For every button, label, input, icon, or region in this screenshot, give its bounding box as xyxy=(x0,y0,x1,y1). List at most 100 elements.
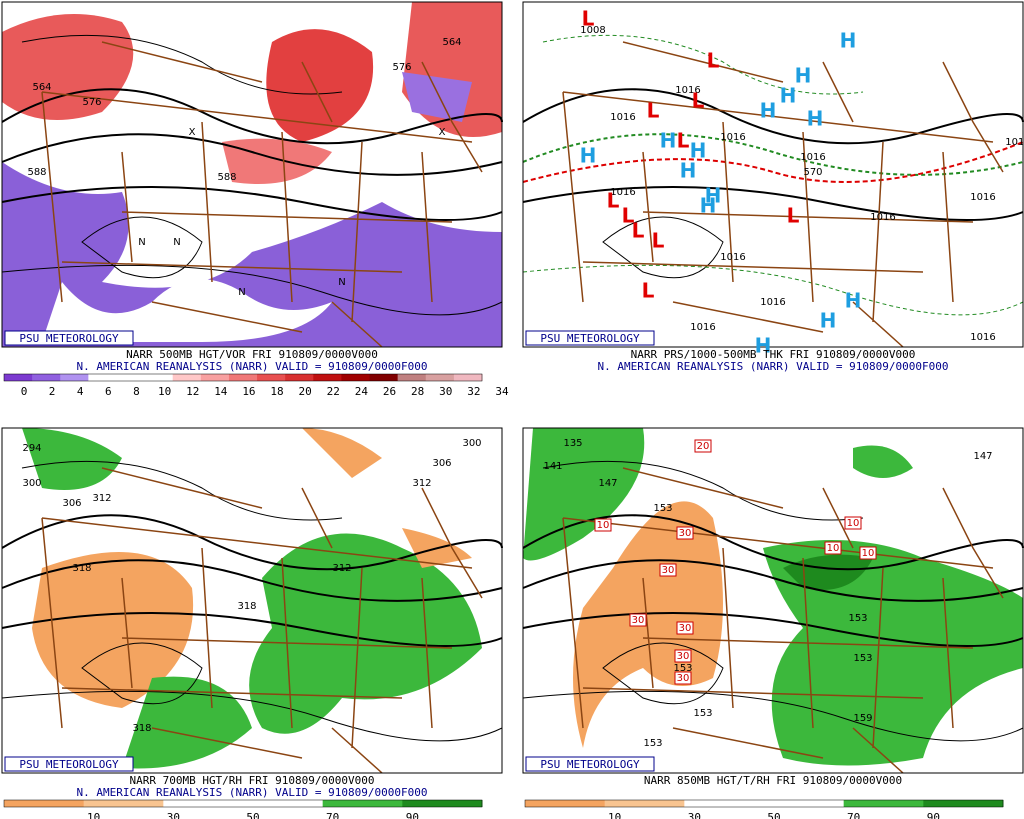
map-label: L xyxy=(692,89,705,113)
map-label: 159 xyxy=(853,713,872,724)
map-label: N xyxy=(173,237,180,248)
shaded-area xyxy=(853,445,913,478)
map-label: N xyxy=(138,237,145,248)
map-label: 1016 xyxy=(720,252,745,263)
contour-line xyxy=(1,186,503,221)
map-label: 306 xyxy=(62,498,81,509)
map-label: H xyxy=(820,309,837,333)
colorbar-segment xyxy=(425,374,455,381)
colorbar-segment xyxy=(402,800,483,807)
colorbar-segment xyxy=(60,374,89,381)
colorbar-segment xyxy=(369,374,399,381)
map-label: 1016 xyxy=(970,192,995,203)
panel-title: NARR 500MB HGT/VOR FRI 910809/0000V000 xyxy=(126,348,378,361)
map-label: 588 xyxy=(217,172,236,183)
shaded-area xyxy=(302,428,382,478)
colorbar-tick-label: 90 xyxy=(406,811,419,819)
label-box xyxy=(629,613,647,627)
map-label: H xyxy=(680,159,697,183)
colorbar-tick-label: 28 xyxy=(411,385,424,398)
label-box xyxy=(594,518,612,532)
map-label: 20 xyxy=(697,441,710,452)
state-borders xyxy=(562,467,1004,774)
map-label: 588 xyxy=(27,167,46,178)
panel-title: NARR 850MB HGT/T/RH FRI 910809/0000V000 xyxy=(644,774,902,787)
map-label: H xyxy=(760,99,777,123)
label-box xyxy=(859,546,877,560)
colorbar-segment xyxy=(4,374,33,381)
colorbar-tick-label: 50 xyxy=(246,811,259,819)
credit: PSU METEOROLOGY xyxy=(19,332,119,345)
colorbar-tick-label: 20 xyxy=(299,385,312,398)
map-label: H xyxy=(845,289,862,313)
colorbar-segment xyxy=(604,800,685,807)
contour-line xyxy=(1,690,503,742)
colorbar-tick-label: 70 xyxy=(326,811,339,819)
colorbar-segment xyxy=(453,374,483,381)
colorbar-segment xyxy=(923,800,1004,807)
map-label: H xyxy=(840,29,857,53)
shaded-area xyxy=(222,138,332,184)
colorbar-segment xyxy=(684,800,765,807)
colorbar-segment xyxy=(243,800,324,807)
colorbar-tick-label: 2 xyxy=(49,385,56,398)
contour-line xyxy=(1,514,503,571)
map-label: 10 xyxy=(847,518,860,529)
contour-line xyxy=(602,216,724,279)
colorbar-segment xyxy=(341,374,371,381)
colorbar-tick-label: 12 xyxy=(186,385,199,398)
map-label: H xyxy=(690,139,707,163)
colorbar-segment xyxy=(200,374,230,381)
contour-line xyxy=(602,642,724,705)
label-box xyxy=(659,563,677,577)
colorbar-frame xyxy=(524,799,1004,808)
contour-line xyxy=(522,559,1024,602)
map-frame xyxy=(1,427,503,774)
map-label: 1016 xyxy=(610,112,635,123)
colorbar-segment xyxy=(4,800,85,807)
shaded-area xyxy=(42,279,332,342)
credit-box xyxy=(525,756,655,772)
map-label: 135 xyxy=(563,438,582,449)
colorbar-tick-label: 34 xyxy=(495,385,509,398)
credit: PSU METEOROLOGY xyxy=(540,332,640,345)
colorbar-tick-label: 14 xyxy=(214,385,228,398)
label-box xyxy=(676,526,694,540)
map-label: H xyxy=(795,64,812,88)
map-label: 30 xyxy=(677,651,690,662)
map-label: H xyxy=(700,194,717,218)
contour-line xyxy=(1,559,503,602)
map-label: 1008 xyxy=(580,25,605,36)
map-frame xyxy=(522,427,1024,774)
contour-line xyxy=(522,133,1024,176)
map-label: 564 xyxy=(442,37,461,48)
label-box xyxy=(674,649,692,663)
map-label: H xyxy=(580,144,597,168)
map-label: 300 xyxy=(22,478,41,489)
contour-line xyxy=(542,34,864,95)
contour-line xyxy=(1,264,503,316)
map-label: 576 xyxy=(392,62,411,73)
map-label: X xyxy=(439,127,446,138)
map-label: 147 xyxy=(598,478,617,489)
colorbar-segment xyxy=(397,374,427,381)
shaded-area xyxy=(763,540,1023,766)
panel-subtitle: N. AMERICAN REANALYSIS (NARR) VALID = 91… xyxy=(77,360,428,373)
colorbar-tick-label: 16 xyxy=(242,385,255,398)
colorbar-tick-label: 18 xyxy=(270,385,283,398)
shaded-area xyxy=(573,501,723,748)
colorbar-tick-label: 10 xyxy=(158,385,171,398)
contour-line xyxy=(1,612,503,647)
shaded-area xyxy=(22,428,122,490)
shaded-area xyxy=(2,14,134,120)
credit-box xyxy=(4,756,134,772)
credit: PSU METEOROLOGY xyxy=(540,758,640,771)
colorbar-segment xyxy=(172,374,202,381)
colorbar-tick-label: 30 xyxy=(439,385,452,398)
map-label: 153 xyxy=(653,503,672,514)
colorbar-segment xyxy=(163,800,244,807)
map-label: 318 xyxy=(132,723,151,734)
map-label: 1016 xyxy=(1005,137,1024,148)
